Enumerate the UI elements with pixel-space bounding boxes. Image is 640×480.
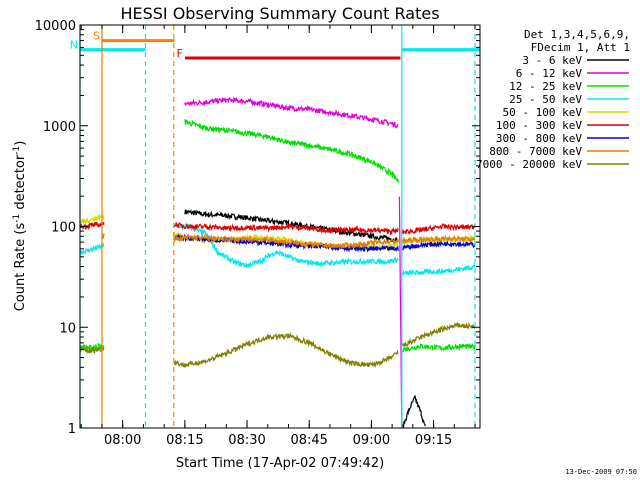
legend-entry-label: 800 - 7000 keV [489, 145, 582, 158]
y-axis-label: Count Rate (s-1 detector-1) [12, 141, 28, 312]
series-6-12-keV-line [184, 96, 399, 130]
y-axis-label-part: detector [13, 154, 28, 214]
flag-layer: S N F [70, 30, 480, 60]
series-3-6-keV-line [401, 395, 426, 428]
x-axis: 08:00 08:15 08:30 08:45 09:00 09:15 [80, 25, 476, 448]
y-axis-label-superscript: -1 [12, 214, 22, 223]
series-7000-20000-keV-line [401, 321, 476, 348]
legend-header: Det 1,3,4,5,6,9, [524, 28, 630, 41]
flag-label-S: S [93, 30, 100, 43]
series-100-300-keV-line [173, 221, 399, 236]
chart-title: HESSI Observing Summary Count Rates [120, 4, 439, 23]
legend-entry-label: 3 - 6 keV [522, 54, 582, 67]
series-12-25-keV-line [402, 342, 476, 353]
series-12-25-keV-line [79, 342, 105, 353]
legend-entry-label: 12 - 25 keV [509, 80, 582, 93]
series-100-300-keV-line [401, 223, 476, 235]
y-tick-label: 10000 [35, 19, 76, 34]
footer-timestamp: 13-Dec-2009 07:50 [565, 468, 637, 476]
legend: Det 1,3,4,5,6,9, FDecim 1, Att 1 3 - 6 k… [476, 28, 630, 171]
series-100-300-keV-line [79, 221, 105, 231]
series-800-7000-keV-line [401, 234, 476, 245]
series-25-50-keV-line [401, 262, 476, 276]
x-tick-label: 09:00 [353, 433, 390, 448]
y-axis: 1 10 100 1000 10000 [35, 19, 480, 437]
x-tick-label: 08:00 [104, 433, 141, 448]
series-7000-20000-keV-line [173, 332, 399, 368]
legend-entry-label: 6 - 12 keV [516, 67, 583, 80]
y-axis-label-superscript: -1 [12, 146, 22, 155]
y-tick-label: 10 [59, 321, 76, 336]
legend-entry-label: 100 - 300 keV [496, 119, 582, 132]
x-tick-label: 08:15 [166, 433, 203, 448]
series-7000-20000-keV-line [79, 346, 105, 355]
legend-entry-label: 7000 - 20000 keV [476, 158, 582, 171]
x-tick-label: 08:30 [228, 433, 265, 448]
legend-entry-label: 50 - 100 keV [503, 106, 583, 119]
series-12-25-keV-line [184, 119, 399, 183]
series-25-50-keV-line [79, 242, 105, 256]
x-tick-label: 08:45 [290, 433, 327, 448]
series-300-800-keV-line [402, 240, 476, 251]
series-layer [79, 96, 476, 429]
x-tick-label: 09:15 [415, 433, 452, 448]
x-axis-label: Start Time (17-Apr-02 07:49:42) [176, 456, 384, 471]
legend-entry-label: 300 - 800 keV [496, 132, 582, 145]
legend-entry-label: 25 - 50 keV [509, 93, 582, 106]
y-tick-label: 1 [68, 422, 76, 437]
flag-label-F: F [177, 47, 183, 60]
series-3-6-keV-line [184, 209, 399, 244]
flag-label-N: N [70, 39, 78, 52]
series-50-100-keV-line [79, 213, 105, 225]
legend-header: FDecim 1, Att 1 [531, 41, 630, 54]
series-25-50-keV-line [173, 222, 399, 269]
series-300-800-keV-line [173, 233, 399, 253]
series-800-7000-keV-line [173, 233, 399, 251]
y-tick-label: 1000 [43, 120, 76, 135]
y-axis-label-part: Count Rate (s [13, 223, 28, 312]
y-axis-label-part: ) [13, 141, 28, 146]
y-tick-label: 100 [51, 221, 76, 236]
